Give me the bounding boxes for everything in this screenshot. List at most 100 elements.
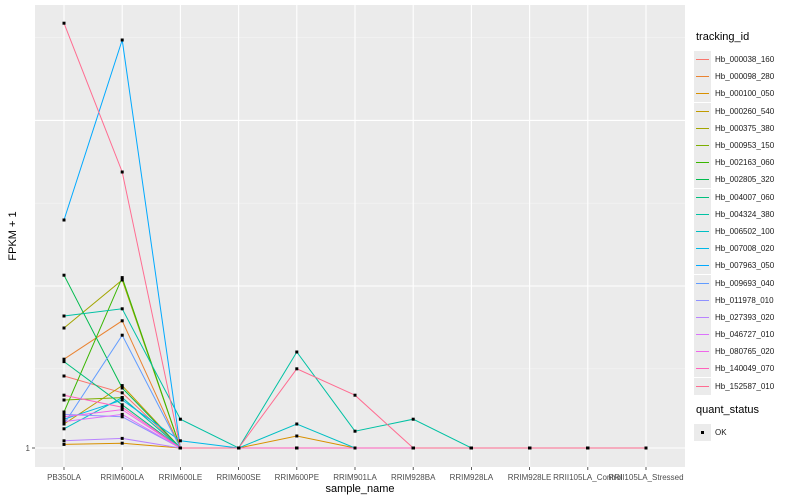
data-point-Hb_000100_050-0 [62,442,66,446]
legend-key-line [696,93,709,95]
legend-quant-item: OK [694,424,798,442]
legend-label: Hb_000038_160 [715,55,775,65]
legend-key-line [696,265,709,267]
legend-key-line [696,230,709,232]
data-point-Hb_011978_010-1 [120,415,124,419]
data-point-Hb_140049_070-1 [120,405,124,409]
data-points [62,21,648,450]
legend-key-line [696,299,709,301]
data-point-Hb_027393_020-0 [62,439,66,443]
legend-key-line [696,76,709,78]
data-point-Hb_000260_540-1 [120,384,124,388]
data-point-Hb_006502_100-0 [62,427,66,431]
legend-key-line [696,162,709,164]
legend-item: Hb_046727_010 [694,326,798,344]
legend-key [694,85,711,103]
data-point-Hb_004324_380-5 [353,429,357,433]
data-point-Hb_000098_280-0 [62,357,66,361]
data-point-Hb_002805_320-0 [62,273,66,277]
y-axis-ticks: 1 [26,444,35,453]
data-point-Hb_152587_010-3 [237,446,241,450]
legend-label: Hb_000098_280 [715,72,775,82]
legend-key-line [696,179,709,181]
legend-key [694,154,711,172]
legend-tracking-id: tracking_id Hb_000038_160 Hb_000098_280 Hb… [694,31,798,395]
data-point-Hb_004324_380-0 [62,314,66,318]
x-tick-label: RRIM600PE [275,473,319,482]
legend-key-line [696,145,709,147]
data-point-Hb_152587_010-5 [353,393,357,397]
data-point-Hb_000953_150-0 [62,398,66,402]
legend-key [694,68,711,86]
data-point-Hb_006502_100-1 [120,396,124,400]
x-tick-label: RRII105LA_Stressed [608,473,683,482]
legend-key [694,274,711,292]
legend-key-line [696,59,709,61]
legend-key [694,137,711,155]
legend-label: Hb_000100_050 [715,89,775,99]
data-point-Hb_009693_040-0 [62,422,66,426]
legend-items: Hb_000038_160 Hb_000098_280 Hb_000100_050 H… [694,51,798,395]
legend-item: Hb_080765_020 [694,343,798,361]
legend-key [694,51,711,69]
legend-key [694,171,711,189]
legend-item: Hb_004324_380 [694,205,798,223]
legend-quant-dot [701,431,704,435]
data-point-Hb_152587_010-1 [120,170,124,174]
data-point-Hb_004007_060-1 [120,403,124,407]
legend-key [694,102,711,120]
data-point-Hb_080765_020-0 [62,415,66,419]
legend-label: Hb_000953_150 [715,141,775,151]
legend-key [694,360,711,378]
data-point-Hb_046727_010-1 [120,412,124,416]
legend-item: Hb_000100_050 [694,85,798,103]
legend-label: Hb_007008_020 [715,244,775,254]
legend-label: Hb_000375_380 [715,123,775,133]
data-point-Hb_152587_010-8 [528,446,532,450]
legend-label: Hb_152587_010 [715,381,775,391]
x-tick-label: RRIM928LE [508,473,552,482]
legend-item: Hb_007008_020 [694,240,798,258]
data-point-Hb_000038_160-0 [62,374,66,378]
grid-lines [35,5,685,467]
legend-quant-title: quant_status [696,404,759,416]
legend-quant-status: quant_status OK [694,404,798,442]
data-point-Hb_152587_010-9 [586,446,590,450]
x-tick-label: RRIM600SE [216,473,260,482]
legend-key-line [696,351,709,353]
x-axis-label: sample_name [325,483,394,495]
data-point-Hb_000098_280-1 [120,319,124,323]
data-point-Hb_004324_380-2 [178,417,182,421]
legend-key-line [696,196,709,198]
data-point-Hb_140049_070-0 [62,393,66,397]
data-point-Hb_007963_050-1 [120,38,124,42]
legend-key [694,240,711,258]
legend-key-line [696,385,709,387]
legend-item: Hb_002163_060 [694,154,798,172]
data-point-Hb_140049_070-4 [295,446,299,450]
data-point-Hb_152587_010-7 [469,446,473,450]
data-point-Hb_080765_020-1 [120,408,124,412]
data-point-Hb_011978_010-0 [62,412,66,416]
data-point-Hb_007008_020-2 [178,439,182,443]
legend-key-line [696,282,709,284]
legend-item: Hb_000260_540 [694,102,798,120]
legend-key-line [696,248,709,250]
data-point-Hb_007008_020-1 [120,398,124,402]
legend-item: Hb_000953_150 [694,137,798,155]
legend-key [694,257,711,275]
data-point-Hb_152587_010-6 [411,446,415,450]
legend-label: Hb_006502_100 [715,226,775,236]
x-tick-label: RRIM600LE [159,473,203,482]
x-tick-label: RRIM928BA [391,473,436,482]
x-tick-label: RRII105LA_Control [553,473,623,482]
y-axis-label: FPKM + 1 [7,211,19,260]
legend-title: tracking_id [696,31,750,43]
legend-key-line [696,368,709,370]
data-point-Hb_000375_380-0 [62,326,66,330]
data-point-Hb_152587_010-0 [62,21,66,25]
legend-item: Hb_000098_280 [694,68,798,86]
legend-item: Hb_007963_050 [694,257,798,275]
legend-label: Hb_004324_380 [715,209,775,219]
legend-quant-label: OK [715,428,727,438]
